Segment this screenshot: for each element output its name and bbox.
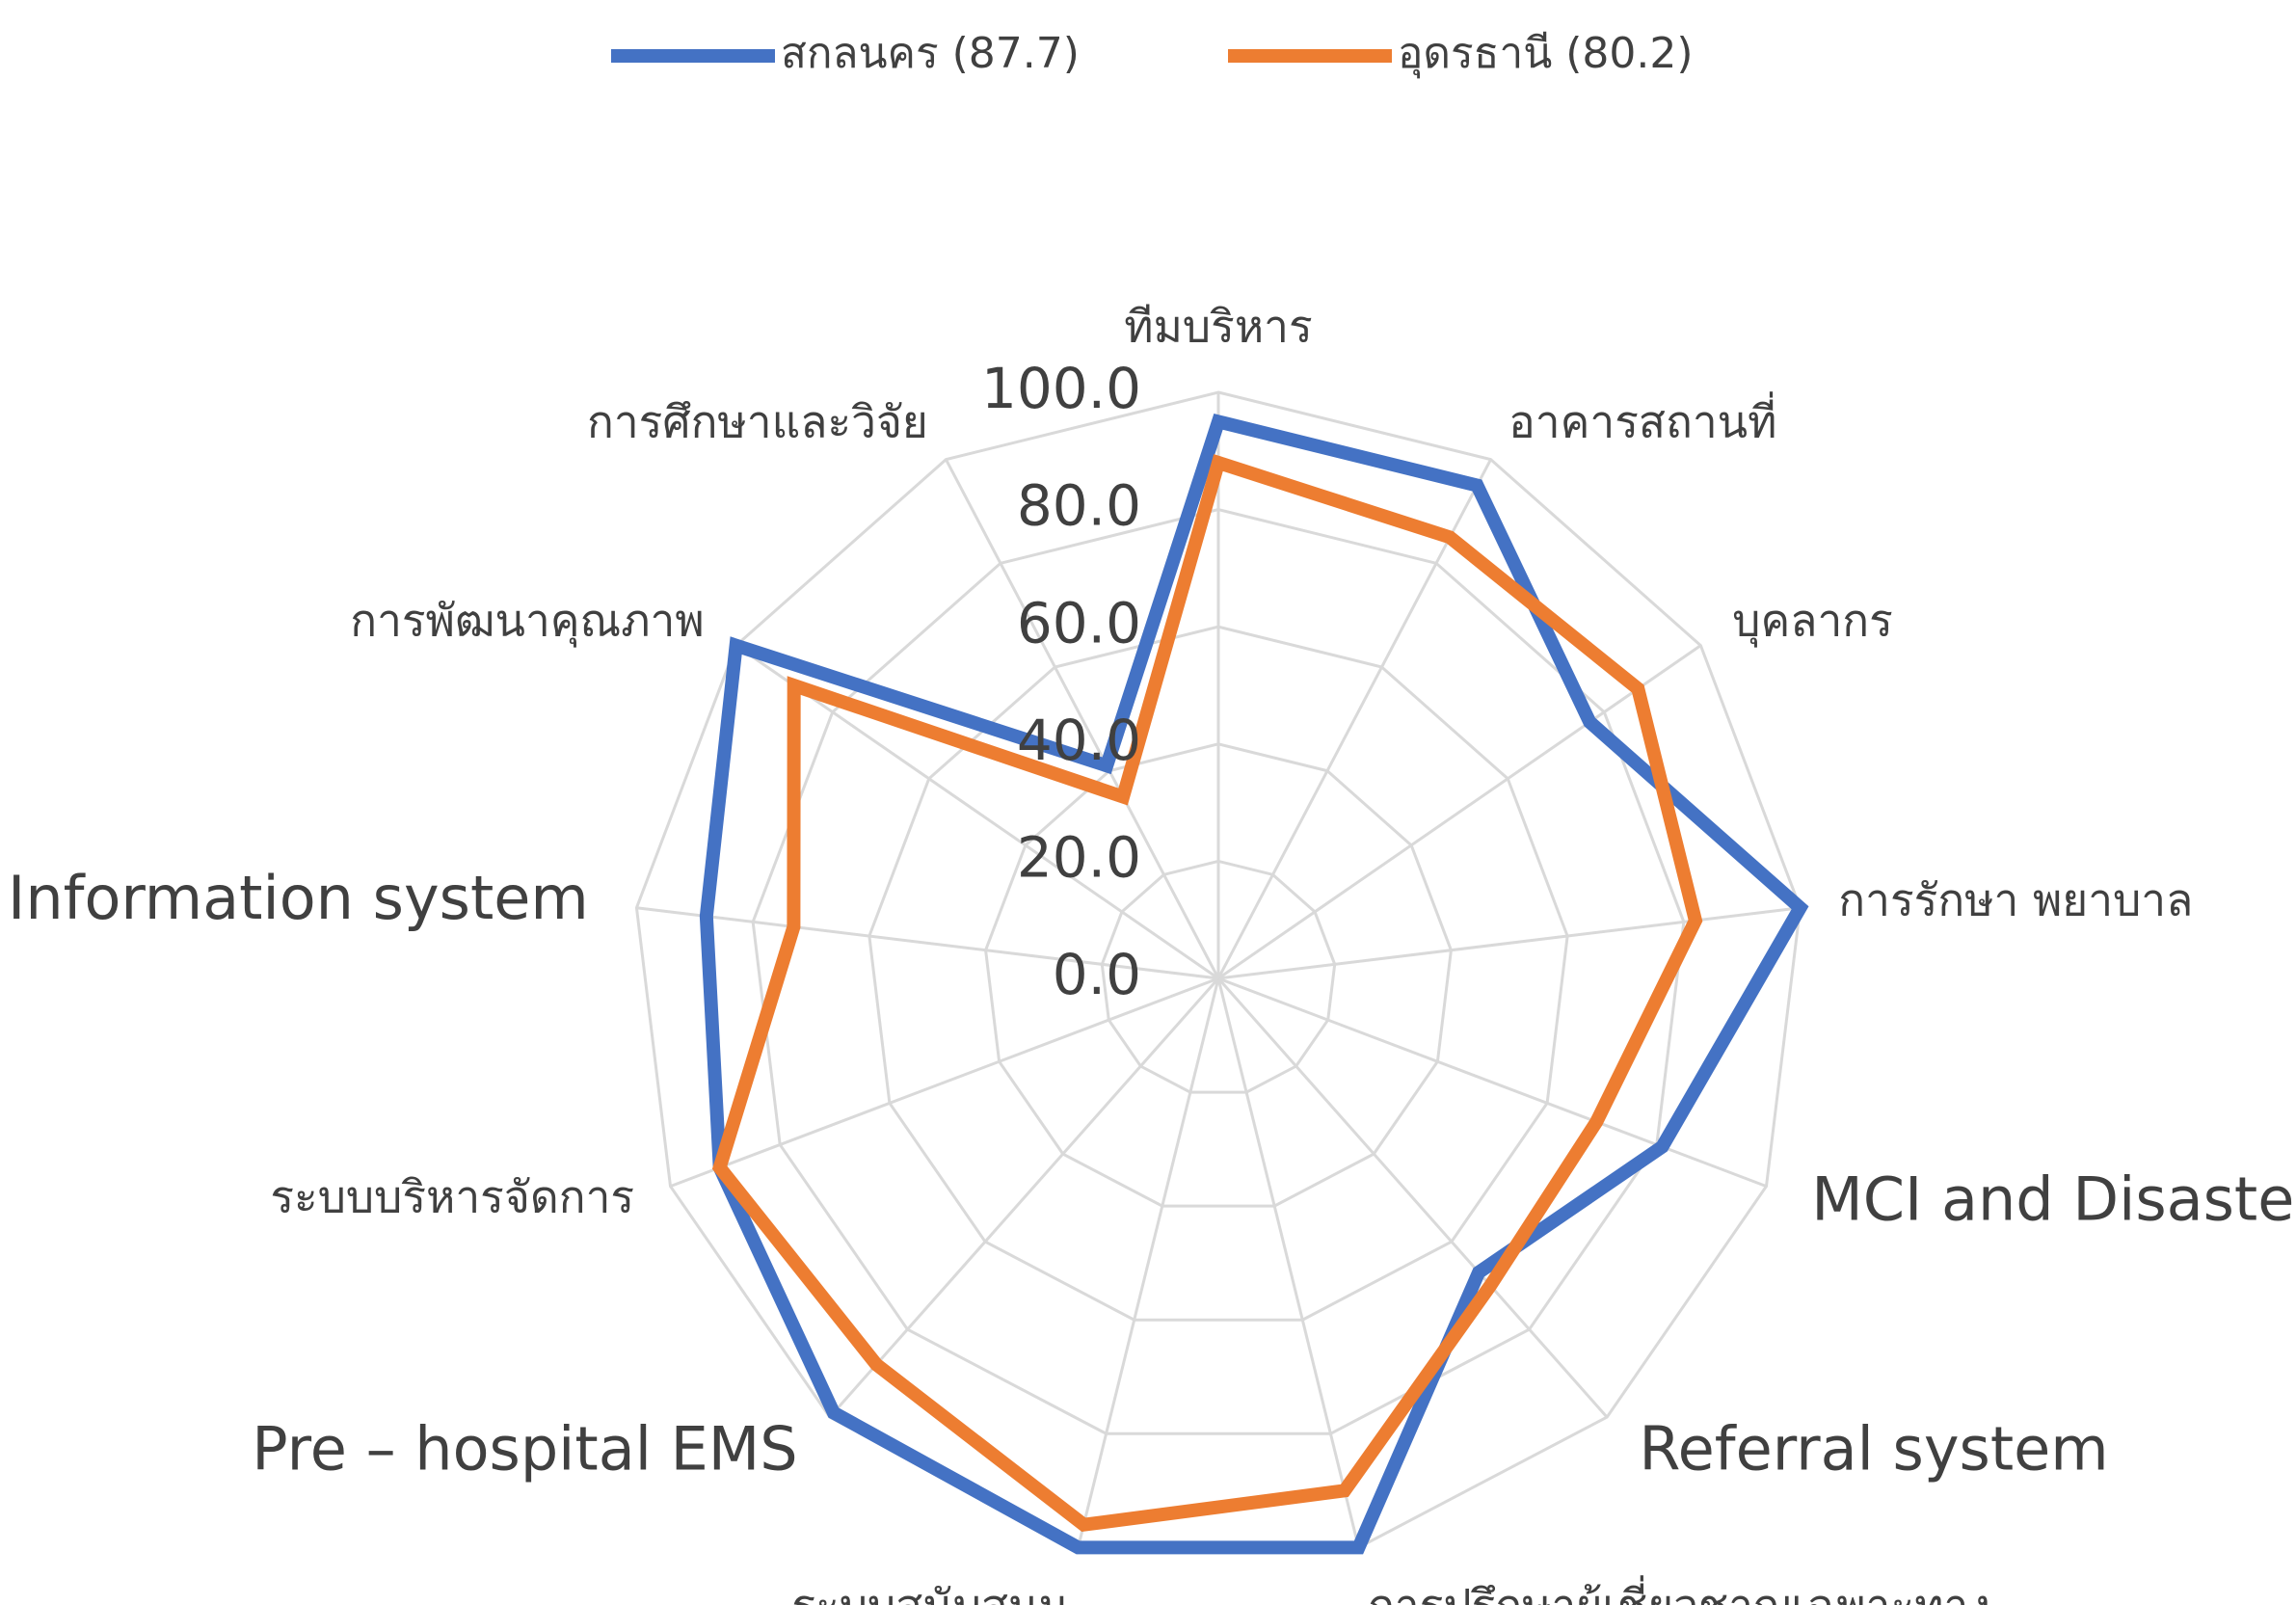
spoke: [734, 644, 1219, 980]
category-label: Information system: [8, 863, 589, 933]
spoke: [1216, 977, 1609, 1419]
category-label: Pre – hospital EMS: [252, 1414, 797, 1485]
spoke: [945, 458, 1220, 979]
tick-label: 20.0: [1017, 825, 1141, 891]
spoke: [828, 977, 1220, 1419]
spoke: [669, 976, 1219, 1189]
tick-label: 60.0: [1017, 590, 1141, 655]
legend-label: อุดรธานี (80.2): [1398, 29, 1694, 79]
category-label: Referral system: [1639, 1414, 2108, 1485]
category-label: อาคารสถานที่: [1508, 391, 1776, 448]
category-label: บุคลากร: [1732, 594, 1893, 648]
spoke: [1216, 458, 1492, 979]
category-label: MCI and Disaster: [1811, 1164, 2296, 1234]
category-label: การศึกษาและวิจัย: [587, 396, 928, 448]
category-label: การปรึกษาผู้เชี่ยวชาญเฉพาะทาง: [1368, 1575, 1990, 1605]
category-label: การพัฒนาคุณภาพ: [350, 594, 704, 648]
spoke: [1077, 977, 1220, 1548]
tick-label: 100.0: [981, 356, 1141, 421]
spoke: [1216, 977, 1360, 1548]
category-label: ทีมบริหาร: [1124, 301, 1312, 353]
grid-ring: [868, 625, 1569, 1322]
series-line: [699, 414, 1809, 1555]
tick-label: 80.0: [1017, 473, 1141, 539]
spoke: [1217, 976, 1768, 1189]
category-label: ระบบบริหารจัดการ: [270, 1170, 634, 1222]
legend-label: สกลนคร (87.7): [781, 29, 1080, 78]
grid-ring: [984, 742, 1453, 1208]
category-label: ระบบสนับสนุน: [791, 1580, 1069, 1605]
tick-label: 0.0: [1053, 942, 1141, 1007]
spoke: [1217, 644, 1702, 980]
spoke: [636, 906, 1219, 980]
series-line: [711, 454, 1703, 1533]
spoke: [1217, 906, 1801, 980]
grid-ring: [1100, 859, 1337, 1094]
tick-label: 40.0: [1017, 708, 1141, 773]
category-label: การรักษา พยาบาล: [1838, 873, 2193, 925]
